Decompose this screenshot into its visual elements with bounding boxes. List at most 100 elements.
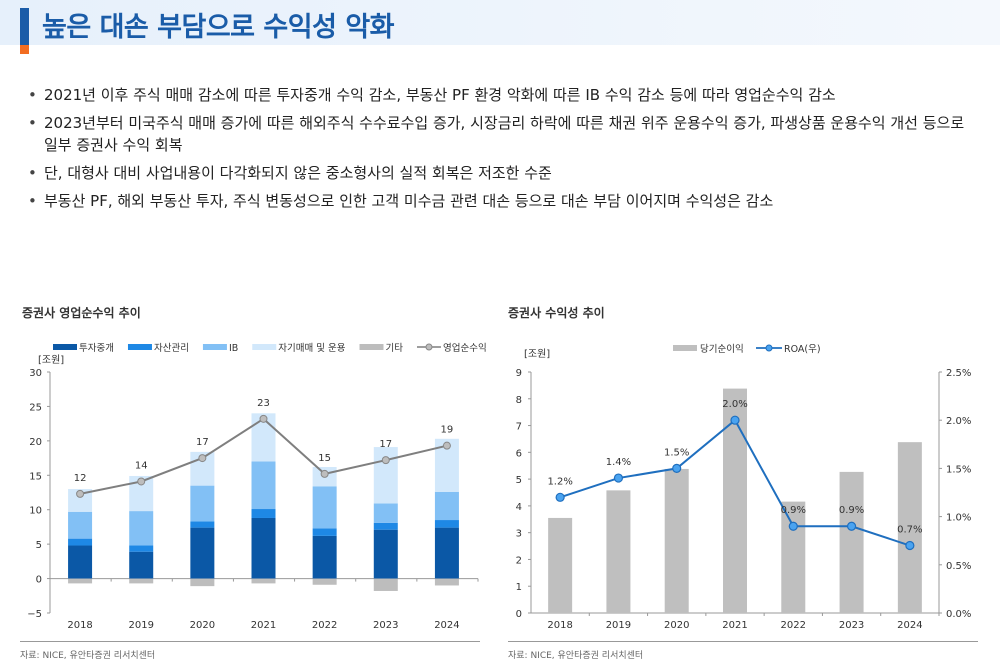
y-axis-unit: [조원] bbox=[524, 348, 550, 360]
y-tick-label: 15 bbox=[29, 471, 42, 482]
legend-marker bbox=[425, 343, 433, 351]
x-tick-label: 2024 bbox=[897, 620, 922, 631]
line-point bbox=[905, 540, 915, 551]
bar-기타 bbox=[434, 578, 459, 586]
data-label: 12 bbox=[74, 473, 87, 484]
legend-label: 투자중개 bbox=[79, 343, 114, 354]
legend-swatch bbox=[202, 344, 227, 350]
y-tick-label: 6 bbox=[516, 448, 522, 459]
line-point bbox=[137, 477, 146, 486]
bar-IB bbox=[373, 503, 398, 523]
bar-IB bbox=[312, 486, 337, 529]
line-point bbox=[259, 414, 268, 423]
y2-tick-label: 1.5% bbox=[946, 464, 971, 475]
bar-자산관리 bbox=[190, 521, 215, 528]
bar-투자중개 bbox=[434, 527, 459, 579]
bullet-item: 2021년 이후 주식 매매 감소에 따른 투자중개 수익 감소, 부동산 PF… bbox=[28, 84, 978, 106]
legend-swatch bbox=[359, 344, 384, 350]
bullet-item: 단, 대형사 대비 사업내용이 다각화되지 않은 중소형사의 실적 회복은 저조… bbox=[28, 162, 978, 184]
legend-label: ROA(우) bbox=[784, 344, 821, 355]
bar-당기순이익 bbox=[664, 468, 689, 613]
legend-label: 영업순수익 bbox=[443, 342, 487, 354]
line-point bbox=[613, 473, 624, 483]
bar-IB bbox=[68, 511, 93, 539]
bar-당기순이익 bbox=[781, 501, 806, 613]
y-tick-label: 8 bbox=[516, 395, 522, 406]
chart2-title: 증권사 수익성 추이 bbox=[508, 306, 605, 320]
y2-tick-label: 2.5% bbox=[946, 368, 971, 379]
line-point bbox=[672, 463, 682, 473]
x-tick-label: 2021 bbox=[722, 620, 747, 631]
x-tick-label: 2024 bbox=[434, 620, 459, 631]
y-tick-label: 4 bbox=[516, 502, 522, 513]
y2-tick-label: 2.0% bbox=[946, 416, 971, 427]
x-tick-label: 2018 bbox=[547, 620, 572, 631]
x-tick-label: 2023 bbox=[373, 620, 398, 631]
y-tick-label: 0 bbox=[516, 609, 522, 620]
y-tick-label: 10 bbox=[29, 506, 42, 517]
data-label: 2.0% bbox=[722, 399, 747, 410]
legend-marker bbox=[765, 344, 773, 352]
title-accent-orange bbox=[20, 45, 29, 54]
y-axis-unit: [조원] bbox=[38, 354, 64, 366]
chart1-source: 자료: NICE, 유안타증권 리서치센터 bbox=[20, 651, 156, 661]
legend-label: 기타 bbox=[386, 343, 404, 354]
legend-swatch bbox=[252, 344, 277, 350]
bar-투자중개 bbox=[129, 551, 154, 579]
y-tick-label: 7 bbox=[516, 422, 522, 433]
bar-기타 bbox=[373, 578, 398, 591]
data-label: 1.5% bbox=[664, 447, 689, 458]
title-band bbox=[0, 0, 1000, 45]
y-tick-label: 25 bbox=[29, 402, 42, 413]
bar-투자중개 bbox=[373, 529, 398, 579]
line-point bbox=[730, 415, 740, 425]
data-label: 0.9% bbox=[781, 505, 806, 516]
page-title: 높은 대손 부담으로 수익성 악화 bbox=[42, 12, 395, 43]
data-label: 14 bbox=[135, 460, 148, 471]
chart2-source: 자료: NICE, 유안타증권 리서치센터 bbox=[508, 651, 644, 661]
line-point bbox=[76, 489, 85, 498]
bar-투자중개 bbox=[251, 517, 276, 579]
y2-tick-label: 1.0% bbox=[946, 513, 971, 524]
bar-자산관리 bbox=[129, 545, 154, 552]
x-tick-label: 2018 bbox=[67, 620, 92, 631]
data-label: 17 bbox=[196, 437, 209, 448]
bar-투자중개 bbox=[190, 527, 215, 579]
y-tick-label: −5 bbox=[27, 609, 42, 620]
x-tick-label: 2020 bbox=[664, 620, 689, 631]
y-tick-label: 9 bbox=[516, 368, 522, 379]
legend-swatch bbox=[53, 344, 77, 350]
x-tick-label: 2023 bbox=[839, 620, 864, 631]
bar-자기매매 및 운용 bbox=[68, 489, 93, 512]
line-point bbox=[320, 469, 329, 478]
bar-기타 bbox=[312, 578, 337, 585]
bar-자산관리 bbox=[251, 509, 276, 518]
bar-자산관리 bbox=[373, 522, 398, 530]
bullet-item: 부동산 PF, 해외 부동산 투자, 주식 변동성으로 인한 고객 미수금 관련… bbox=[28, 190, 978, 212]
bar-IB bbox=[190, 485, 215, 522]
bar-자기매매 및 운용 bbox=[373, 447, 398, 504]
data-label: 23 bbox=[257, 398, 270, 409]
y-tick-label: 30 bbox=[29, 368, 42, 379]
bar-당기순이익 bbox=[548, 517, 573, 613]
bar-기타 bbox=[190, 578, 215, 587]
bar-자산관리 bbox=[434, 520, 459, 528]
legend-label: 자산관리 bbox=[154, 343, 189, 354]
title-accent-bar bbox=[20, 8, 29, 45]
bar-당기순이익 bbox=[897, 442, 922, 613]
bar-당기순이익 bbox=[606, 490, 631, 613]
y-tick-label: 20 bbox=[29, 437, 42, 448]
data-label: 0.7% bbox=[897, 525, 922, 536]
data-label: 19 bbox=[441, 425, 454, 436]
bullet-list: 2021년 이후 주식 매매 감소에 따른 투자중개 수익 감소, 부동산 PF… bbox=[28, 84, 978, 218]
x-tick-label: 2022 bbox=[312, 620, 337, 631]
y-tick-label: 1 bbox=[516, 582, 522, 593]
line-point bbox=[198, 454, 207, 463]
line-point bbox=[555, 492, 565, 502]
line-point bbox=[846, 521, 857, 531]
bar-IB bbox=[251, 461, 276, 510]
bar-당기순이익 bbox=[839, 471, 864, 613]
y2-tick-label: 0.0% bbox=[946, 609, 971, 620]
y-tick-label: 0 bbox=[36, 575, 42, 586]
bar-투자중개 bbox=[312, 535, 337, 579]
